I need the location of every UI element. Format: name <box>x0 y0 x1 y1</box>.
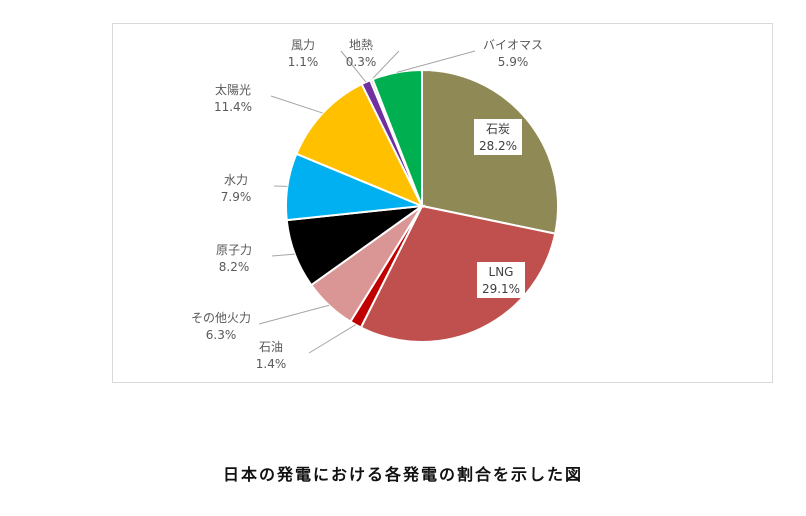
slice-value-7: 1.1% <box>288 55 319 69</box>
leader-line-3 <box>258 304 330 325</box>
slice-label-2: 石油 <box>259 340 283 354</box>
slice-value-5: 7.9% <box>221 190 252 204</box>
slice-label-3: その他火力 <box>191 311 251 325</box>
pie-chart: 石炭 28.2% LNG 29.1% 石油 1.4% その他火力 6.3% 原子力 8.2% 水力 7… <box>191 38 559 371</box>
leader-line-9 <box>396 50 476 73</box>
slice-value-2: 1.4% <box>256 357 287 371</box>
slice-label-7: 風力 <box>291 38 315 52</box>
slice-label-8: 地熱 <box>349 38 373 52</box>
slice-label-9: バイオマス <box>483 38 543 52</box>
chart-frame: 石炭 28.2% LNG 29.1% 石油 1.4% その他火力 6.3% 原子力 8.2% 水力 7… <box>112 23 773 383</box>
slice-value-8: 0.3% <box>346 55 377 69</box>
slice-label-0: 石炭 <box>486 122 510 136</box>
leader-line-4 <box>271 253 295 257</box>
slice-label-6: 太陽光 <box>215 82 251 97</box>
slice-label-4: 原子力 <box>216 243 252 257</box>
figure-caption: 日本の発電における各発電の割合を示した図 <box>222 465 583 484</box>
leader-line-7 <box>340 50 367 83</box>
leader-line-8 <box>371 50 400 81</box>
pie-slice-1 <box>359 204 557 343</box>
slice-value-6: 11.4% <box>214 100 252 114</box>
label-box-0 <box>474 119 522 155</box>
slice-value-3: 6.3% <box>206 328 237 342</box>
pie-slice-9 <box>371 68 423 207</box>
slice-value-1: 29.1% <box>482 282 520 296</box>
leader-line-6 <box>270 95 323 114</box>
slice-value-9: 5.9% <box>498 55 529 69</box>
slice-value-4: 8.2% <box>219 260 250 274</box>
slice-value-0: 28.2% <box>479 139 517 153</box>
pie-slice-6 <box>295 82 425 208</box>
slice-label-1: LNG <box>489 265 514 279</box>
leader-line-2 <box>308 324 356 354</box>
label-box-1 <box>477 262 525 298</box>
slice-label-5: 水力 <box>224 173 248 187</box>
